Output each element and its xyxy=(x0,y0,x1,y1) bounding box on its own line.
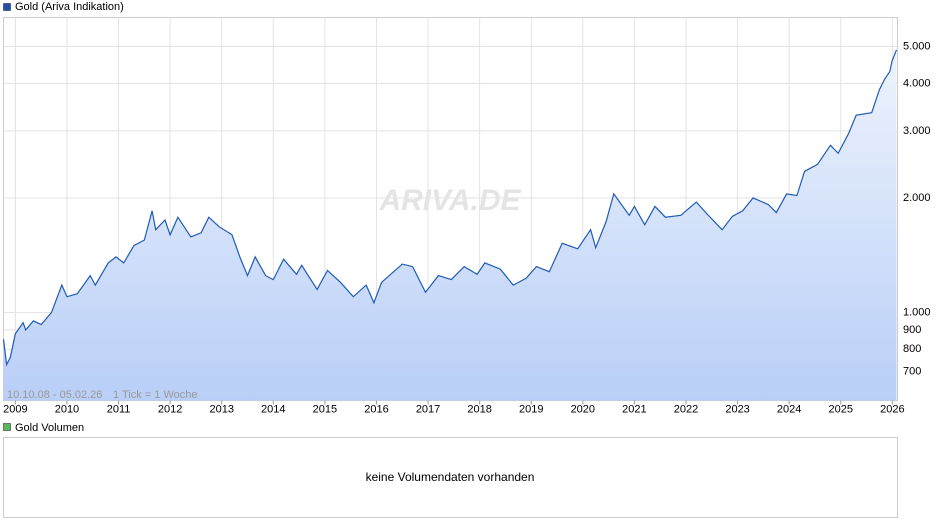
x-tick-label: 2026 xyxy=(880,403,904,415)
date-range: 10.10.08 - 05.02.26 xyxy=(7,389,102,401)
price-line xyxy=(2,49,898,367)
area xyxy=(3,49,897,401)
y-tick-label: 800 xyxy=(903,343,921,355)
legend-swatch xyxy=(3,3,11,11)
x-tick-label: 2023 xyxy=(725,403,749,415)
tick-note: 1 Tick = 1 Woche xyxy=(113,389,197,401)
x-tick-label: 2019 xyxy=(519,403,543,415)
watermark: ARIVA.DE xyxy=(378,184,521,217)
x-tick-label: 2021 xyxy=(622,403,646,415)
x-tick-label: 2020 xyxy=(571,403,595,415)
legend-swatch xyxy=(3,423,11,431)
volume-title: Gold Volumen xyxy=(15,422,84,434)
legend-label: Gold (Ariva Indikation) xyxy=(15,1,124,13)
x-tick-label: 2022 xyxy=(674,403,698,415)
y-tick-label: 2.000 xyxy=(903,192,931,204)
x-tick-label: 2018 xyxy=(467,403,491,415)
x-tick-label: 2025 xyxy=(829,403,853,415)
x-tick-label: 2015 xyxy=(313,403,337,415)
y-tick-label: 700 xyxy=(903,365,921,377)
y-tick-label: 5.000 xyxy=(903,40,931,52)
x-tick-label: 2013 xyxy=(209,403,233,415)
x-tick-label: 2009 xyxy=(3,403,27,415)
y-tick-label: 4.000 xyxy=(903,77,931,89)
x-tick-label: 2014 xyxy=(261,403,285,415)
x-tick-label: 2016 xyxy=(364,403,388,415)
volume-frame xyxy=(3,437,898,518)
x-tick-label: 2017 xyxy=(416,403,440,415)
x-tick-label: 2012 xyxy=(158,403,182,415)
y-tick-label: 3.000 xyxy=(903,125,931,137)
x-tick-label: 2024 xyxy=(777,403,801,415)
volume-message: keine Volumendaten vorhanden xyxy=(366,470,535,484)
x-tick-label: 2011 xyxy=(107,403,131,415)
y-tick-label: 1.000 xyxy=(903,306,931,318)
y-tick-label: 900 xyxy=(903,324,921,336)
x-tick-label: 2010 xyxy=(55,403,79,415)
